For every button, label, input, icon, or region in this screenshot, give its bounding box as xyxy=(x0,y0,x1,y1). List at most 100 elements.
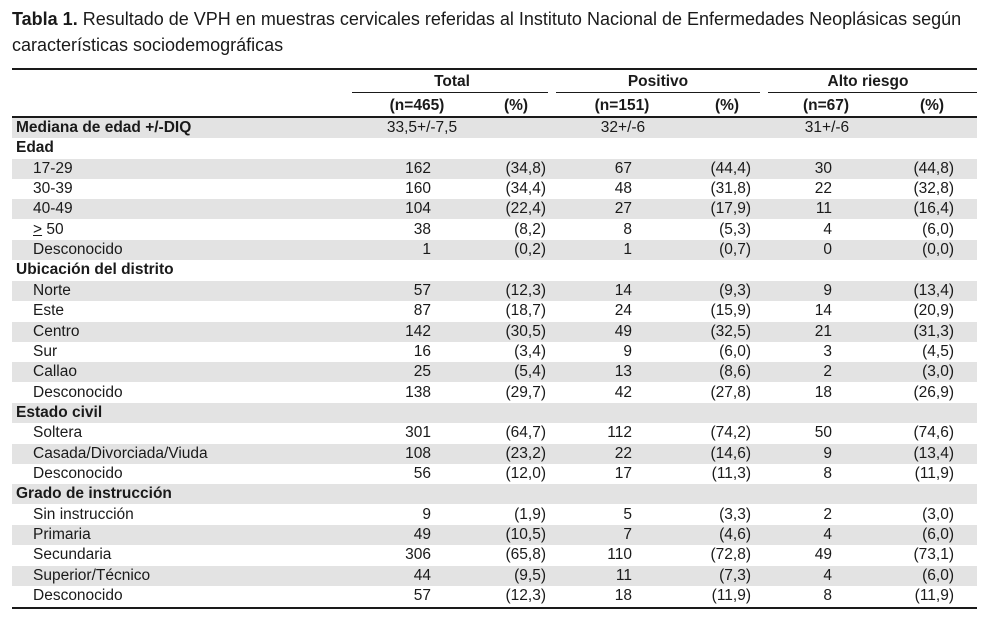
table-cell-percent: (6,0) xyxy=(922,526,954,543)
table-cell-count: 11 xyxy=(615,566,632,584)
row-label: Primaria xyxy=(33,526,91,543)
table-cell-count: 24 xyxy=(614,302,632,320)
table-cell-percent: (34,8) xyxy=(505,159,547,177)
table-cell-percent: (0,2) xyxy=(514,241,546,259)
table-cell-count: 7 xyxy=(623,526,632,543)
column-pct-header: (%) xyxy=(919,97,945,114)
table-cell-count: 49 xyxy=(413,526,431,543)
table-cell-percent: (34,4) xyxy=(505,180,547,198)
table-cell-count: 9 xyxy=(422,505,431,523)
table-cell-count: 108 xyxy=(405,444,431,462)
table-cell-percent: (32,8) xyxy=(913,180,955,198)
row-label: Superior/Técnico xyxy=(33,566,151,584)
table-cell-percent: (20,9) xyxy=(913,302,955,320)
table-cell-percent: (18,7) xyxy=(505,302,547,320)
table-cell-count: 8 xyxy=(623,220,632,238)
table-cell-count: 87 xyxy=(413,302,431,320)
table-cell-percent: (4,5) xyxy=(922,342,954,360)
median-label: Mediana de edad +/-DIQ xyxy=(16,119,192,136)
table-cell-percent: (3,4) xyxy=(514,342,546,360)
row-label: Sin instrucción xyxy=(33,505,134,523)
group-header-rule xyxy=(768,92,977,93)
table-cell-percent: (64,7) xyxy=(505,424,547,442)
column-n-header: (n=465) xyxy=(389,97,445,114)
table-cell-count: 22 xyxy=(814,180,832,198)
row-label: Casada/Divorciada/Viuda xyxy=(33,444,208,462)
table-cell-count: 50 xyxy=(814,424,832,442)
row-shading xyxy=(12,565,977,586)
table-cell-percent: (12,0) xyxy=(505,464,547,482)
table-cell-percent: (1,9) xyxy=(514,505,546,523)
table-cell-percent: (3,0) xyxy=(922,363,954,381)
table-cell-percent: (30,5) xyxy=(505,322,547,340)
table-cell-percent: (27,8) xyxy=(710,383,752,401)
table-cell-count: 17 xyxy=(614,464,632,482)
section-heading: Grado de instrucción xyxy=(16,485,172,503)
table-cell-count: 160 xyxy=(405,180,431,198)
row-label: Soltera xyxy=(33,424,83,442)
row-label: 40-49 xyxy=(33,200,73,218)
row-shading xyxy=(12,525,977,545)
table-cell-count: 9 xyxy=(823,281,832,299)
table-cell-percent: (13,4) xyxy=(913,281,955,299)
row-label: 17-29 xyxy=(33,159,73,177)
table-cell-count: 110 xyxy=(607,546,632,564)
table-cell-count: 1 xyxy=(623,241,632,259)
column-pct-header: (%) xyxy=(503,97,529,114)
table-cell-percent: (23,2) xyxy=(505,444,547,462)
row-label: Desconocido xyxy=(33,241,123,259)
row-label: Desconocido xyxy=(33,587,123,605)
column-group-header: Alto riesgo xyxy=(827,73,909,90)
column-group-header: Total xyxy=(434,73,470,90)
row-label: Centro xyxy=(33,322,80,340)
table-cell-count: 9 xyxy=(823,444,832,462)
table-cell-count: 8 xyxy=(823,464,832,482)
table-cell-count: 11 xyxy=(815,200,832,218)
row-label: Desconocido xyxy=(33,383,123,401)
column-pct-header: (%) xyxy=(714,97,740,114)
table-cell-percent: (6,0) xyxy=(719,342,751,360)
table-cell-percent: (13,4) xyxy=(913,444,955,462)
table-cell-count: 48 xyxy=(614,180,632,198)
table-cell-percent: (10,5) xyxy=(505,526,547,543)
table-cell-percent: (6,0) xyxy=(922,220,954,238)
table-cell-count: 4 xyxy=(823,220,832,238)
table-cell-percent: (15,9) xyxy=(710,302,752,320)
row-shading xyxy=(12,118,977,138)
median-value: 33,5+/-7,5 xyxy=(386,119,458,136)
table-cell-count: 14 xyxy=(814,302,832,320)
table-cell-count: 0 xyxy=(823,241,832,259)
table-cell-count: 2 xyxy=(823,363,832,381)
table-cell-count: 67 xyxy=(614,159,632,177)
table-cell-count: 42 xyxy=(614,383,632,401)
row-shading xyxy=(12,321,977,342)
table-cell-count: 22 xyxy=(614,444,632,462)
table-cell-percent: (72,8) xyxy=(710,546,752,564)
row-shading xyxy=(12,280,977,301)
table-cell-percent: (0,0) xyxy=(922,241,954,259)
column-n-header: (n=67) xyxy=(802,97,850,114)
table-cell-percent: (0,7) xyxy=(719,241,751,259)
table-cell-percent: (29,7) xyxy=(505,383,547,401)
table-cell-percent: (73,1) xyxy=(913,546,955,564)
table-cell-count: 49 xyxy=(614,322,632,340)
table-cell-count: 112 xyxy=(607,424,632,442)
table-cell-percent: (31,8) xyxy=(710,180,752,198)
table-cell-count: 8 xyxy=(823,587,832,605)
section-heading: Estado civil xyxy=(16,403,103,421)
caption-label: Tabla 1. xyxy=(12,9,78,29)
table-cell-count: 4 xyxy=(823,526,832,543)
table-cell-count: 301 xyxy=(405,424,431,442)
section-heading: Edad xyxy=(16,139,54,157)
column-n-header: (n=151) xyxy=(594,97,650,114)
table-cell-count: 306 xyxy=(405,546,431,564)
table-cell-count: 5 xyxy=(623,505,632,523)
table-cell-percent: (17,9) xyxy=(710,200,752,218)
table-cell-percent: (6,0) xyxy=(922,566,954,584)
row-label: Sur xyxy=(33,342,58,360)
table-cell-count: 44 xyxy=(413,566,431,584)
table-cell-percent: (11,3) xyxy=(711,464,751,482)
table-cell-count: 3 xyxy=(823,342,832,360)
table-cell-count: 13 xyxy=(614,363,632,381)
row-shading xyxy=(12,158,977,179)
